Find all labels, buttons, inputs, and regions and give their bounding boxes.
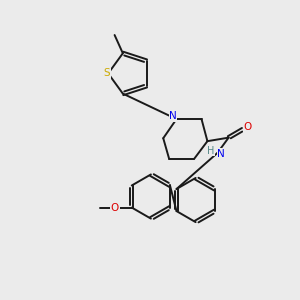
Text: N: N bbox=[217, 148, 225, 158]
Text: N: N bbox=[169, 111, 177, 121]
Text: O: O bbox=[111, 202, 119, 213]
Text: H: H bbox=[207, 146, 214, 156]
Text: O: O bbox=[243, 122, 251, 132]
Text: S: S bbox=[103, 68, 110, 78]
